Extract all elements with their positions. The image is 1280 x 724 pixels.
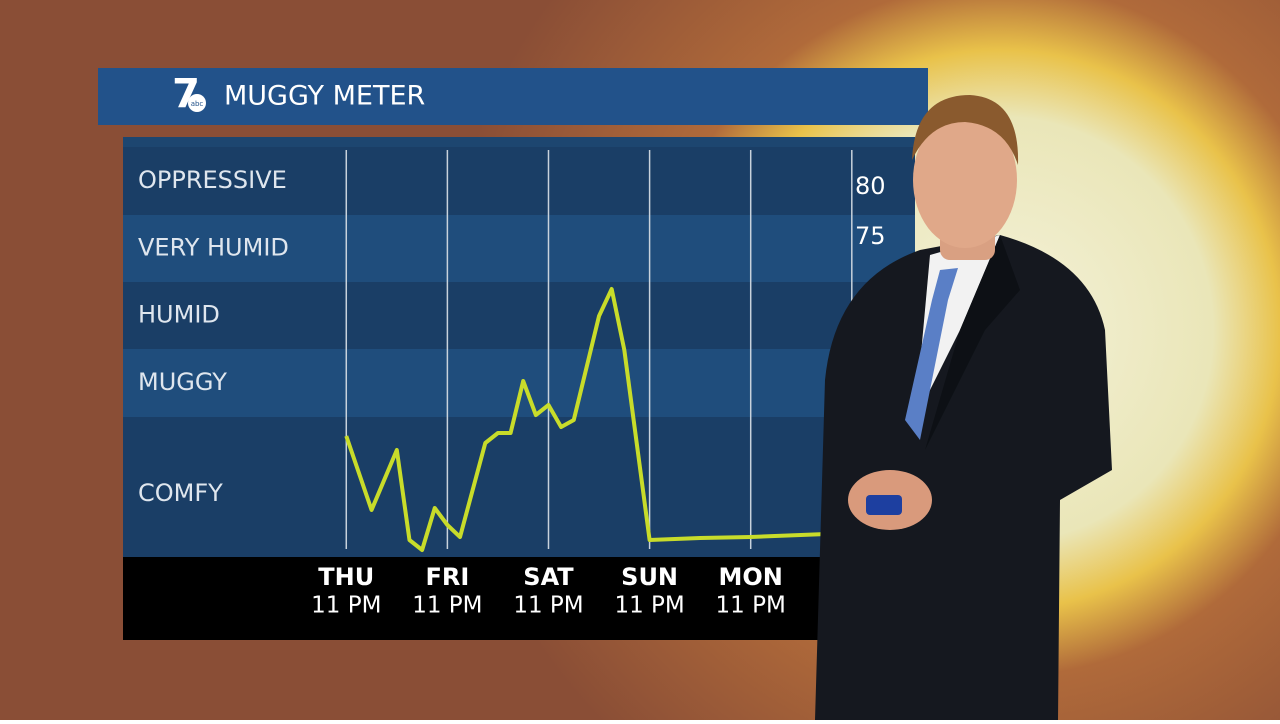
clicker <box>866 495 902 515</box>
y-tick-label: 80 <box>855 172 886 200</box>
lapel <box>925 235 1020 450</box>
x-axis-strip <box>123 557 915 640</box>
x-tick-sublabel: 11 PM <box>412 593 482 619</box>
logo-badge <box>188 94 206 112</box>
x-tick-sublabel: 11 PM <box>614 593 684 619</box>
band-label: OPPRESSIVE <box>138 166 287 194</box>
band-label: VERY HUMID <box>138 234 289 262</box>
band <box>123 282 915 349</box>
x-tick-sublabel: 11 PM <box>311 593 381 619</box>
suit <box>815 235 1112 720</box>
logo-sub: abc <box>191 100 204 108</box>
chart-title: MUGGY METER <box>224 81 425 112</box>
band-label: COMFY <box>138 479 223 507</box>
y-tick-label: 75 <box>855 222 886 250</box>
x-tick-label: THU <box>318 563 374 591</box>
band <box>123 147 915 215</box>
x-tick-sublabel: 11 PM <box>716 593 786 619</box>
shirt <box>915 235 1000 420</box>
series-line <box>344 287 841 552</box>
band <box>123 215 915 282</box>
band-label: HUMID <box>138 301 220 329</box>
title-bar <box>98 68 928 125</box>
tie <box>905 268 958 440</box>
x-tick-label: FRI <box>425 563 469 591</box>
x-tick-label: SUN <box>621 563 678 591</box>
hair <box>912 95 1019 165</box>
band-label: MUGGY <box>138 368 227 396</box>
band <box>123 417 915 557</box>
x-tick-sublabel: 11 PM <box>513 593 583 619</box>
head <box>913 112 1017 248</box>
presenter <box>815 95 1112 720</box>
x-tick-label: MON <box>719 563 783 591</box>
x-tick-label: SAT <box>523 563 574 591</box>
